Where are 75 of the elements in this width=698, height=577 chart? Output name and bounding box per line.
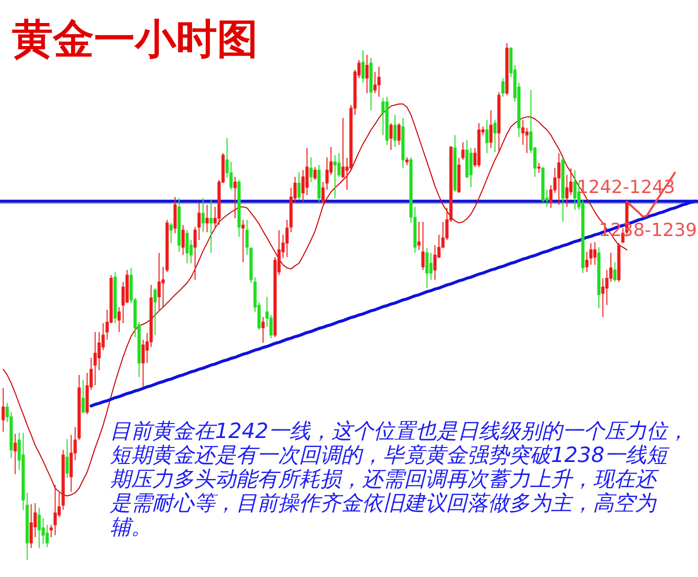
candlestick <box>285 219 289 258</box>
candlestick <box>469 147 473 188</box>
candlestick <box>493 120 497 153</box>
candlestick <box>158 252 161 310</box>
candlestick <box>485 120 489 154</box>
candlestick <box>433 244 437 280</box>
chart-title: 黄金一小时图 <box>12 15 258 63</box>
candlestick <box>585 251 588 273</box>
candlestick <box>2 387 5 432</box>
candlestick <box>389 122 393 151</box>
candlestick <box>30 504 33 549</box>
candlestick <box>501 78 505 98</box>
candlestick <box>461 142 465 160</box>
candlestick <box>46 524 49 548</box>
candlestick <box>14 433 17 475</box>
candlestick <box>365 54 369 94</box>
candlestick <box>185 230 189 264</box>
candlestick <box>361 50 365 84</box>
candlestick <box>325 156 329 190</box>
candlestick <box>94 332 97 386</box>
candlestick <box>297 172 301 201</box>
candlestick <box>337 152 341 178</box>
candlestick <box>309 156 313 183</box>
candlestick <box>201 198 205 233</box>
candlestick <box>269 314 273 339</box>
candlestick <box>38 507 41 549</box>
candlestick <box>54 484 57 536</box>
candlestick <box>181 224 185 256</box>
candlestick <box>393 114 397 148</box>
candlestick <box>421 221 425 270</box>
candlestick <box>397 122 401 146</box>
candlestick <box>209 200 213 254</box>
candlestick <box>301 170 305 203</box>
candlestick <box>333 154 337 199</box>
candlestick <box>154 288 157 336</box>
candlestick <box>193 226 197 280</box>
candlestick <box>613 262 616 282</box>
candlestick <box>321 182 325 204</box>
candlestick <box>142 339 145 388</box>
candlestick <box>42 518 45 544</box>
candlestick <box>425 248 429 289</box>
candlestick <box>313 166 317 181</box>
candlestick <box>601 278 604 318</box>
candlestick <box>233 176 237 219</box>
candlestick <box>593 242 596 266</box>
candlestick <box>305 147 309 196</box>
candlestick <box>197 202 201 240</box>
candlestick <box>162 266 165 308</box>
annotation: 目前黄金在1242一线，这个位置也是日线级别的一个压力位，短期黄金还是有一次回调的，毕竟黄金强势突破1238一线短期压力多头动能有所耗损，还需回调再次蓄力上升，现在还是需耐心等，目前操作齐金依旧建议回落做多为主，高空为辅。 <box>110 419 688 539</box>
candlestick <box>229 161 233 190</box>
candlestick <box>245 219 249 256</box>
candlestick <box>261 316 265 344</box>
candlestick <box>241 219 245 263</box>
candlestick <box>118 306 121 333</box>
candlestick <box>429 252 433 280</box>
candlestick <box>565 174 568 208</box>
candlestick <box>377 66 381 98</box>
candlestick <box>573 170 576 210</box>
candlestick <box>605 269 608 306</box>
candlestick <box>174 196 177 234</box>
candlestick <box>417 221 421 250</box>
candlestick <box>98 332 101 371</box>
candlestick <box>82 380 85 414</box>
candlestick <box>489 110 493 148</box>
candlestick <box>569 168 572 196</box>
candlestick <box>373 71 377 94</box>
candlestick <box>170 222 173 244</box>
candlestick <box>537 162 540 174</box>
candlestick <box>341 117 345 178</box>
candlestick <box>589 242 592 266</box>
candlestick <box>557 152 560 206</box>
candlestick <box>525 127 528 154</box>
candlestick <box>521 120 524 146</box>
candlestick <box>66 438 69 478</box>
candlestick <box>205 204 209 233</box>
